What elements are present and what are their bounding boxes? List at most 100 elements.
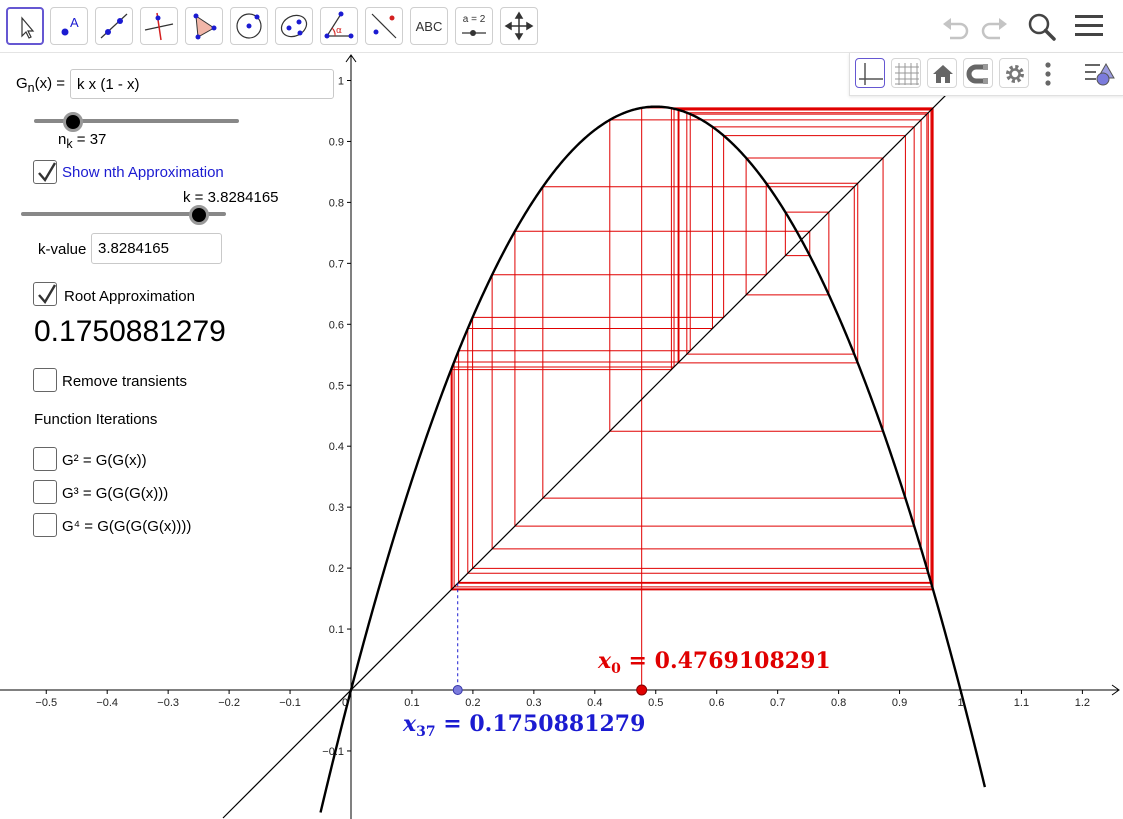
settings-button[interactable] <box>999 58 1029 88</box>
x-tick-label: 0.1 <box>404 697 419 709</box>
k-value-label: k-value <box>38 241 87 258</box>
x-tick-label: 0.3 <box>526 697 541 709</box>
x0-label: x0 = 0.4769108291 <box>597 648 831 677</box>
k-value-input[interactable]: 3.8284165 <box>91 233 222 264</box>
x-tick-label: 0.8 <box>831 697 846 709</box>
x-axis-arrow <box>1111 684 1120 696</box>
xn-label: x37 = 0.1750881279 <box>402 711 645 740</box>
y-tick-label: 0.3 <box>329 502 344 514</box>
k-slider-track[interactable] <box>21 212 226 216</box>
function-label-rest: (x) = <box>34 75 66 92</box>
function-label: Gn(x) = <box>16 75 65 95</box>
show-nth-checkbox[interactable] <box>33 160 57 184</box>
cobweb-path <box>450 107 934 690</box>
axes-icon <box>859 63 883 85</box>
y-tick-label: 0.1 <box>329 624 344 636</box>
root-approximation-checkbox[interactable] <box>33 282 57 306</box>
x0-label-sub: 0 <box>611 661 621 677</box>
more-vertical-icon[interactable] <box>1041 60 1055 88</box>
grid-icon <box>895 63 919 85</box>
circle-tool-button[interactable] <box>230 7 268 45</box>
angle-tool-button[interactable]: α <box>320 7 358 45</box>
graphics-view[interactable]: −0.5 −0.4 −0.3 −0.2 −0.1 0 0.1 0.2 0.3 0.4 0.5 0.6 0… <box>0 53 1123 819</box>
reflect-tool-button[interactable] <box>365 7 403 45</box>
k-slider-handle[interactable] <box>189 205 210 225</box>
line-through-points-icon <box>100 13 128 39</box>
function-label-sub: n <box>27 81 35 95</box>
y-tick-label: 1 <box>338 76 344 88</box>
menu-icon[interactable] <box>1074 12 1104 40</box>
remove-transients-label: Remove transients <box>62 373 188 390</box>
g2-label: G² = G(G(x)) <box>62 452 147 469</box>
search-icon[interactable] <box>1026 11 1058 43</box>
x-tick-label: 0.5 <box>648 697 663 709</box>
g2-checkbox[interactable] <box>33 447 57 471</box>
style-bar-toggle-icon[interactable] <box>1082 59 1118 89</box>
x-tick-label: −0.4 <box>96 697 118 709</box>
x-tick-label: 1.1 <box>1014 697 1029 709</box>
text-tool-button[interactable]: ABC <box>410 7 448 45</box>
x-tick-label: 0.9 <box>892 697 907 709</box>
function-input-value: k x (1 - x) <box>77 75 140 93</box>
xn-point[interactable] <box>452 685 463 695</box>
n-slider-label-main: n <box>58 131 67 148</box>
conic-tool-button[interactable] <box>275 7 313 45</box>
n-slider-label-rest: = 37 <box>72 131 107 148</box>
ellipse-icon <box>280 14 308 38</box>
standard-view-button[interactable] <box>927 58 957 88</box>
home-icon <box>933 65 953 83</box>
g4-label: G⁴ = G(G(G(G(x)))) <box>62 518 192 535</box>
move-graphics-tool-button[interactable] <box>500 7 538 45</box>
y-tick-label: 0.7 <box>329 258 344 270</box>
checkmark-icon <box>38 162 57 183</box>
y-tick-label: 0.5 <box>329 380 344 392</box>
x-tick-label: −0.5 <box>35 697 57 709</box>
x-tick-label: 1 <box>957 697 963 709</box>
redo-icon[interactable] <box>978 12 1010 42</box>
x0-point[interactable] <box>636 684 648 696</box>
polygon-tool-button[interactable] <box>185 7 223 45</box>
function-label-g: G <box>16 75 28 92</box>
function-input[interactable]: k x (1 - x) <box>70 69 334 99</box>
move-tool-button[interactable] <box>6 7 44 45</box>
k-slider-label: k = 3.8284165 <box>183 189 279 206</box>
perpendicular-tool-button[interactable] <box>140 7 178 45</box>
g3-label: G³ = G(G(G(x))) <box>62 485 169 502</box>
g3-checkbox[interactable] <box>33 480 57 504</box>
point-capturing-button[interactable] <box>963 58 993 88</box>
n-slider-label: nk = 37 <box>58 131 106 151</box>
x-tick-label: 0.2 <box>465 697 480 709</box>
x-tick-label: 0 <box>342 697 348 709</box>
checkmark-icon <box>38 284 57 305</box>
x-tick-label: 1.2 <box>1075 697 1090 709</box>
x-tick-label: −0.1 <box>279 697 301 709</box>
n-slider-handle[interactable] <box>62 112 83 132</box>
graphics-style-bar <box>849 53 1123 96</box>
root-approximation-label: Root Approximation <box>64 288 195 305</box>
y-tick-label: 0.6 <box>329 319 344 331</box>
show-nth-label: Show nth Approximation <box>62 164 224 181</box>
point-tool-button[interactable]: A <box>50 7 88 45</box>
remove-transients-checkbox[interactable] <box>33 368 57 392</box>
slider-tool-button[interactable]: a = 2 <box>455 7 493 45</box>
n-slider-label-sub: k <box>66 137 73 151</box>
x-tick-label: −0.3 <box>157 697 179 709</box>
x-tick-label: 0.6 <box>709 697 724 709</box>
y-tick-label: 0.8 <box>329 197 344 209</box>
move-arrows-icon <box>504 11 534 41</box>
undo-icon[interactable] <box>940 12 972 42</box>
magnet-icon <box>966 64 988 84</box>
toolbar: A α ABC a = 2 <box>0 0 1123 53</box>
toggle-axes-button[interactable] <box>855 58 885 88</box>
slider-tool-label: a = 2 <box>462 14 486 25</box>
x0-label-value: 0.4769108291 <box>655 648 831 674</box>
coordinate-axes: −0.5 −0.4 −0.3 −0.2 −0.1 0 0.1 0.2 0.3 0.4 0.5 0.6 0… <box>0 54 1120 819</box>
line-tool-button[interactable] <box>95 7 133 45</box>
xn-label-value: 0.1750881279 <box>469 711 645 737</box>
x-tick-label: 0.4 <box>587 697 602 709</box>
polygon-icon <box>193 13 217 40</box>
toggle-grid-button[interactable] <box>891 58 921 88</box>
n-slider-track[interactable] <box>34 119 239 123</box>
function-iterations-title: Function Iterations <box>34 411 158 428</box>
g4-checkbox[interactable] <box>33 513 57 537</box>
